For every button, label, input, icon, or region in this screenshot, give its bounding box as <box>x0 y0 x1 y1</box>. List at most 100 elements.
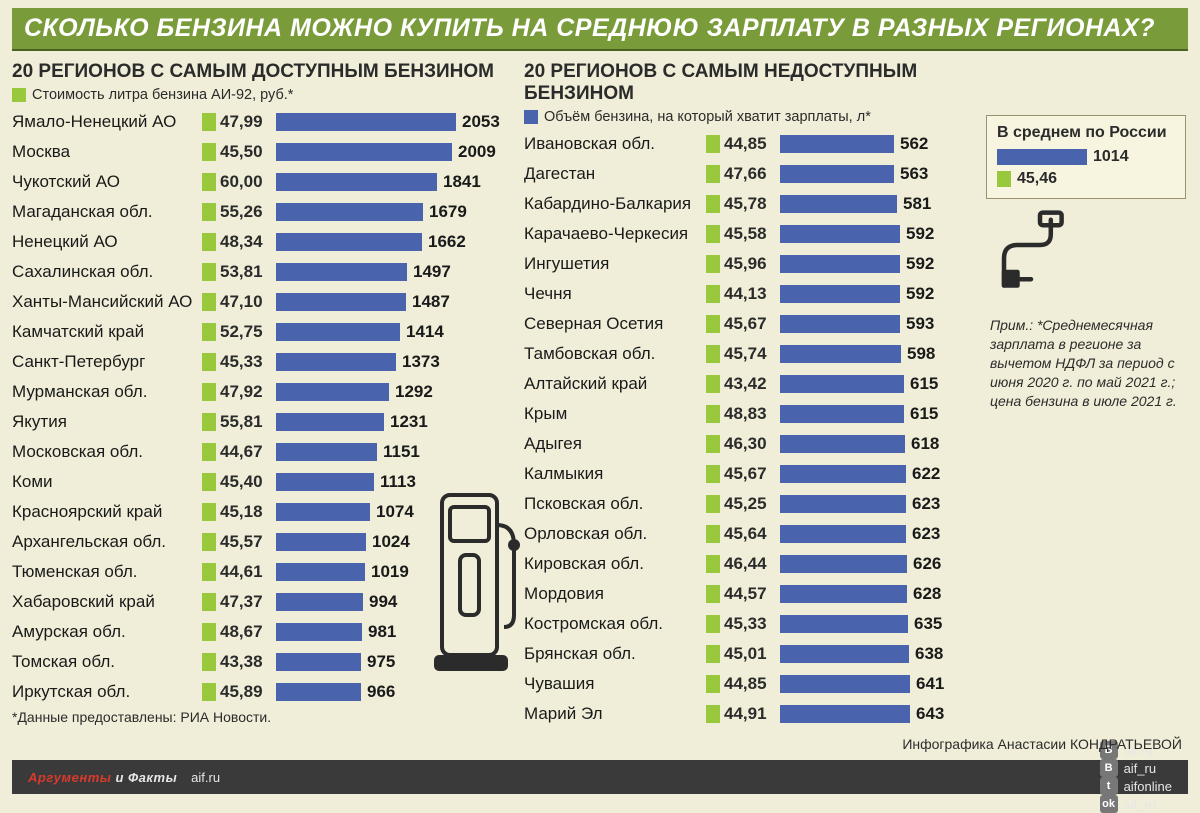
volume-bar <box>780 495 906 513</box>
volume-bar <box>276 473 374 491</box>
volume-bar <box>276 323 400 341</box>
volume-bar <box>276 563 365 581</box>
price-bar <box>706 555 720 573</box>
volume-value: 622 <box>912 462 940 486</box>
region-name: Северная Осетия <box>524 314 706 334</box>
table-row: Дагестан47,66563 <box>524 159 974 189</box>
volume-bar <box>780 705 910 723</box>
table-row: Орловская обл.45,64623 <box>524 519 974 549</box>
volume-value: 635 <box>914 612 942 636</box>
region-name: Дагестан <box>524 164 706 184</box>
table-row: Адыгея46,30618 <box>524 429 974 459</box>
bar-zone: 46,30 618 <box>706 432 974 456</box>
average-title: В среднем по России <box>997 124 1175 142</box>
price-value: 45,67 <box>724 312 767 336</box>
region-name: Чукотский АО <box>12 172 202 192</box>
social-item[interactable]: okaif_ru <box>1100 795 1172 813</box>
price-value: 45,01 <box>724 642 767 666</box>
table-row: Чукотский АО60,001841 <box>12 167 512 197</box>
volume-bar <box>780 165 894 183</box>
table-row: Иркутская обл.45,89966 <box>12 677 512 707</box>
average-volume: 1014 <box>1093 148 1129 166</box>
table-row: Марий Эл44,91643 <box>524 699 974 729</box>
volume-value: 618 <box>911 432 939 456</box>
volume-bar <box>276 113 456 131</box>
price-bar <box>706 645 720 663</box>
volume-value: 615 <box>910 402 938 426</box>
table-row: Чечня44,13592 <box>524 279 974 309</box>
price-value: 44,85 <box>724 672 767 696</box>
bar-zone: 45,74598 <box>706 342 974 366</box>
table-row: Санкт-Петербург45,331373 <box>12 347 512 377</box>
volume-bar <box>276 203 423 221</box>
price-bar <box>706 135 720 153</box>
region-name: Архангельская обл. <box>12 532 202 552</box>
price-value: 44,91 <box>724 702 767 726</box>
volume-bar <box>780 555 907 573</box>
price-bar <box>202 593 216 611</box>
bar-zone: 45,67622 <box>706 462 974 486</box>
region-name: Крым <box>524 404 706 424</box>
bar-zone: 43,42615 <box>706 372 974 396</box>
volume-bar <box>276 293 406 311</box>
price-value: 47,37 <box>220 590 263 614</box>
price-bar <box>202 503 216 521</box>
price-bar <box>706 375 720 393</box>
region-name: Чувашия <box>524 674 706 694</box>
table-row: Костромская обл.45,33635 <box>524 609 974 639</box>
volume-value: 638 <box>915 642 943 666</box>
bar-zone: 45,25623 <box>706 492 974 516</box>
table-row: Калмыкия45,67622 <box>524 459 974 489</box>
table-row: Чувашия 44,85 641 <box>524 669 974 699</box>
bar-zone: 55,261679 <box>202 200 512 224</box>
price-bar <box>202 533 216 551</box>
region-name: Марий Эл <box>524 704 706 724</box>
volume-bar <box>276 353 396 371</box>
bar-zone: 44,85562 <box>706 132 974 156</box>
bar-zone: 44,57628 <box>706 582 974 606</box>
region-name: Орловская обл. <box>524 524 706 544</box>
swatch-volume <box>524 110 538 124</box>
bar-zone: 47,101487 <box>202 290 512 314</box>
bar-zone: 46,44626 <box>706 552 974 576</box>
footer-bar: Аргументы и Факты aif.ru Baif.ru Baif_ru… <box>12 760 1188 794</box>
volume-bar <box>276 533 366 551</box>
region-name: Камчатский край <box>12 322 202 342</box>
price-value: 48,67 <box>220 620 263 644</box>
price-bar <box>706 615 720 633</box>
table-row: Магаданская обл.55,261679 <box>12 197 512 227</box>
volume-value: 623 <box>912 492 940 516</box>
volume-value: 1074 <box>376 500 414 524</box>
volume-value: 641 <box>916 672 944 696</box>
volume-bar <box>276 263 407 281</box>
volume-value: 628 <box>913 582 941 606</box>
price-value: 47,99 <box>220 110 263 134</box>
table-row: Москва45,502009 <box>12 137 512 167</box>
bar-zone: 45,89966 <box>202 680 512 704</box>
price-bar <box>706 405 720 423</box>
volume-value: 1841 <box>443 170 481 194</box>
region-name: Санкт-Петербург <box>12 352 202 372</box>
table-row: Алтайский край43,42615 <box>524 369 974 399</box>
social-item[interactable]: Baif_ru <box>1100 759 1172 777</box>
volume-value: 626 <box>913 552 941 576</box>
price-value: 44,13 <box>724 282 767 306</box>
social-label: aifonline <box>1124 779 1172 794</box>
price-value: 45,33 <box>220 350 263 374</box>
price-bar <box>202 383 216 401</box>
volume-bar <box>780 675 910 693</box>
social-item[interactable]: taifonline <box>1100 777 1172 795</box>
right-rows: Ивановская обл.44,85562Дагестан47,66563К… <box>524 129 974 729</box>
infographic-credit: Инфографика Анастасии КОНДРАТЬЕВОЙ <box>902 736 1182 752</box>
fuel-nozzle-icon <box>986 209 1186 304</box>
region-name: Томская обл. <box>12 652 202 672</box>
legend-price-text: Стоимость литра бензина АИ-92, руб.* <box>32 87 293 103</box>
volume-value: 2053 <box>462 110 500 134</box>
price-bar <box>706 165 720 183</box>
bar-zone: 47,66563 <box>706 162 974 186</box>
bar-zone: 45,78581 <box>706 192 974 216</box>
region-name: Тамбовская обл. <box>524 344 706 364</box>
price-bar <box>202 173 216 191</box>
price-value: 46,30 <box>724 432 767 456</box>
volume-value: 2009 <box>458 140 496 164</box>
